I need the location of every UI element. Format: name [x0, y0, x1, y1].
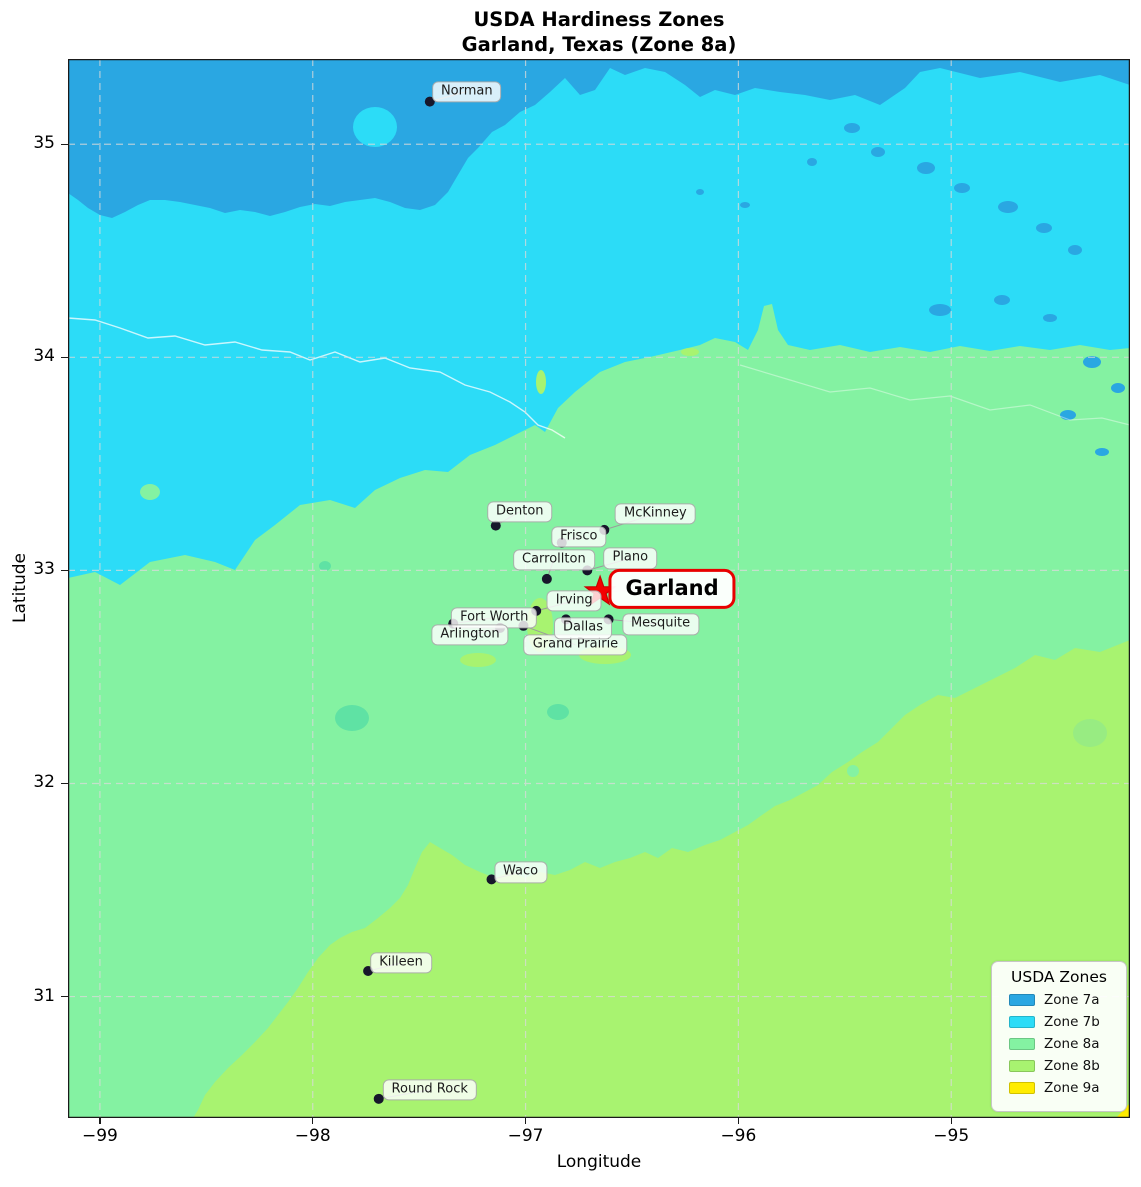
legend-item: Zone 8a [1009, 1036, 1116, 1052]
zone-8b-sliver [536, 370, 546, 394]
legend-swatch [1009, 994, 1035, 1006]
city-label-norman: Norman [431, 80, 502, 103]
legend-label: Zone 8b [1044, 1058, 1100, 1074]
legend-item: Zone 7a [1009, 992, 1116, 1008]
map-plot-area: USDA Zones Zone 7a Zone 7b Zone 8a Zone 8b Z… [68, 59, 1130, 1118]
city-dot-denton [490, 520, 501, 531]
legend-label: Zone 7a [1044, 992, 1100, 1008]
x-tick-label: −99 [81, 1126, 118, 1146]
plot-border [68, 59, 1130, 1118]
legend-item: Zone 7b [1009, 1014, 1116, 1030]
zone-8b-sliver [681, 348, 699, 356]
city-label-round-rock: Round Rock [382, 1079, 477, 1101]
x-tick-mark [737, 1118, 740, 1124]
chart-title-line2: Garland, Texas (Zone 8a) [461, 33, 737, 56]
x-tick-label: −96 [720, 1126, 757, 1146]
zone-7b-pocket [353, 107, 397, 147]
map-canvas [68, 59, 1130, 1118]
city-label-mesquite: Mesquite [621, 613, 700, 636]
x-tick-mark [99, 1118, 101, 1124]
y-tick-label: 31 [33, 985, 55, 1006]
lake-patches [319, 561, 569, 731]
x-tick-mark [950, 1118, 952, 1124]
y-tick-mark [61, 995, 68, 998]
city-label-carrollton: Carrollton [513, 549, 595, 571]
y-tick-label: 35 [33, 133, 55, 154]
x-tick-label: −97 [507, 1126, 544, 1146]
city-label-waco: Waco [493, 861, 548, 883]
river-line-faint [739, 364, 1130, 426]
chart-title: USDA Hardiness Zones Garland, Texas (Zon… [68, 7, 1130, 57]
zone-7a-islands [696, 123, 1125, 456]
city-label-garland: Garland [608, 568, 736, 609]
legend-title: USDA Zones [1011, 968, 1107, 986]
y-tick-mark [61, 569, 68, 572]
y-tick-mark [61, 143, 68, 145]
zone-7a-region [68, 59, 1130, 218]
legend-items: Zone 7a Zone 7b Zone 8a Zone 8b Zone 9a [1000, 992, 1118, 1096]
legend-label: Zone 9a [1044, 1080, 1100, 1096]
city-label-frisco: Frisco [551, 526, 607, 548]
chart-title-line1: USDA Hardiness Zones [473, 8, 725, 31]
x-axis-label: Longitude [556, 1152, 642, 1172]
legend-swatch [1009, 1038, 1035, 1050]
city-dot-carrollton [541, 573, 552, 584]
x-tick-label: −98 [294, 1126, 331, 1146]
zone-8a-islands-in-8b [628, 757, 859, 801]
city-label-irving: Irving [546, 590, 602, 612]
legend-item: Zone 8b [1009, 1058, 1116, 1074]
legend-swatch [1009, 1060, 1035, 1072]
legend-label: Zone 7b [1044, 1014, 1100, 1030]
city-label-arlington: Arlington [431, 624, 509, 646]
x-tick-mark [524, 1118, 527, 1124]
y-tick-label: 32 [33, 772, 55, 793]
city-label-killeen: Killeen [370, 952, 432, 974]
city-dot-round-rock [373, 1093, 384, 1104]
zone-8a-island [140, 484, 160, 500]
x-tick-mark [312, 1118, 314, 1124]
city-label-denton: Denton [486, 501, 553, 523]
legend-swatch [1009, 1016, 1035, 1028]
legend-swatch [1009, 1082, 1035, 1094]
legend: USDA Zones Zone 7a Zone 7b Zone 8a Zone 8b Z… [991, 961, 1127, 1112]
y-tick-label: 33 [33, 559, 55, 580]
y-axis-label: Latitude [10, 553, 30, 623]
x-tick-label: −95 [933, 1126, 970, 1146]
legend-item: Zone 9a [1009, 1080, 1116, 1096]
city-label-dallas: Dallas [554, 617, 612, 640]
y-tick-mark [61, 356, 68, 358]
y-tick-mark [61, 782, 68, 785]
city-label-mckinney: McKinney [614, 503, 696, 525]
zone-8b-region [193, 640, 1130, 1118]
legend-label: Zone 8a [1044, 1036, 1100, 1052]
gridlines [68, 59, 1130, 1118]
city-label-plano: Plano [603, 547, 658, 569]
y-tick-label: 34 [33, 346, 55, 367]
terrain-blob [1073, 719, 1107, 747]
